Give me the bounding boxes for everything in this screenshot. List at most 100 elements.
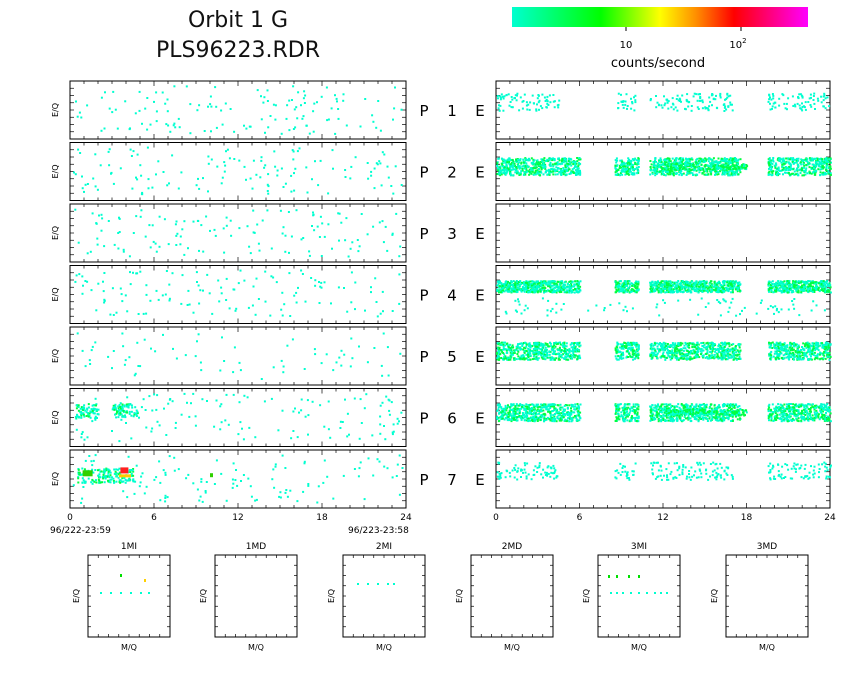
x-tick-right-12: 12 xyxy=(657,513,668,523)
mq-points-3MI xyxy=(608,575,668,594)
panel-p-label-3: P xyxy=(419,225,428,243)
panel-right-6 xyxy=(495,388,832,447)
mq-xlabel-1MI: M/Q xyxy=(121,643,137,652)
panel-left-7 xyxy=(69,449,407,509)
ylabel-left-1: E/Q xyxy=(51,103,60,117)
panel-left-6 xyxy=(69,388,407,447)
mq-ylabel-1MI: E/Q xyxy=(72,589,81,603)
mq-ylabel-2MI: E/Q xyxy=(327,589,336,603)
x-tick-right-24: 24 xyxy=(824,513,836,523)
x-tick-left-0: 0 xyxy=(67,513,73,523)
ylabel-left-5: E/Q xyxy=(51,349,60,363)
panel-num-2: 2 xyxy=(447,164,457,182)
mq-title-3MD: 3MD xyxy=(757,542,777,552)
panel-e-label-4: E xyxy=(475,287,484,305)
panel-right-5 xyxy=(495,326,832,386)
panel-left-3 xyxy=(69,203,407,263)
ylabel-left-2: E/Q xyxy=(51,164,60,178)
panel-e-label-6: E xyxy=(475,410,484,428)
right-scatter-5 xyxy=(496,341,832,361)
panel-e-label-2: E xyxy=(475,164,484,182)
panel-e-label-3: E xyxy=(475,225,484,243)
mq-ylabel-3MD: E/Q xyxy=(710,589,719,603)
colorbar-tick-label-100: 102 xyxy=(729,37,746,51)
panel-num-6: 6 xyxy=(447,410,457,428)
mq-panel-1MI: 1MI M/Q E/Q xyxy=(72,542,171,652)
panel-e-label-1: E xyxy=(475,102,484,120)
panel-right-4 xyxy=(495,265,832,324)
right-scatter-7 xyxy=(496,461,832,481)
mq-points-2MI xyxy=(357,583,395,585)
right-scatter-6 xyxy=(496,403,832,423)
mq-panel-3MD: 3MD M/Q E/Q xyxy=(710,542,809,652)
ylabel-left-7: E/Q xyxy=(51,472,60,486)
mq-panel-1MD: 1MD M/Q E/Q xyxy=(199,542,298,652)
panel-row-2: E/Q P 2 E xyxy=(51,142,832,201)
panel-num-4: 4 xyxy=(447,287,457,305)
title-line-2: PLS96223.RDR xyxy=(156,38,320,63)
panel-right-1 xyxy=(495,80,831,140)
left-scatter-4 xyxy=(74,269,401,318)
time-end-label: 96/223-23:58 xyxy=(348,526,409,536)
x-tick-left-24: 24 xyxy=(400,513,412,523)
panel-e-label-5: E xyxy=(475,348,484,366)
panel-right-3 xyxy=(495,203,831,263)
panel-num-3: 3 xyxy=(447,225,457,243)
mq-title-1MD: 1MD xyxy=(246,542,266,552)
panel-row-1: E/Q P 1 E xyxy=(51,80,831,140)
mq-ylabel-1MD: E/Q xyxy=(199,589,208,603)
mq-xlabel-2MD: M/Q xyxy=(504,643,520,652)
panel-row-7: E/Q P 7 E xyxy=(51,449,832,509)
left-scatter-7 xyxy=(72,454,404,504)
mq-panel-2MI: 2MI M/Q E/Q xyxy=(327,542,426,652)
mq-xlabel-3MI: M/Q xyxy=(631,643,647,652)
left-scatter-5 xyxy=(76,332,402,380)
panel-p-label-2: P xyxy=(419,164,428,182)
spectrogram-panels: E/Q P 1 EE/Q P 2 EE/Q P 3 EE/Q P 4 EE/Q P 5 EE/Q P 6 EE/Q P… xyxy=(50,80,836,536)
left-scatter-2 xyxy=(73,146,403,196)
ylabel-left-4: E/Q xyxy=(51,287,60,301)
ylabel-left-6: E/Q xyxy=(51,410,60,424)
panel-num-1: 1 xyxy=(447,102,457,120)
x-axis-labels: 0 0 6 6 12 12 18 18 24 24 96/222-23:59 96/223-23:58 xyxy=(50,513,836,536)
mq-title-2MD: 2MD xyxy=(502,542,522,552)
panel-e-label-7: E xyxy=(475,471,484,489)
title-line-1: Orbit 1 G xyxy=(187,8,289,33)
panel-left-5 xyxy=(69,326,407,386)
x-tick-left-6: 6 xyxy=(151,513,157,523)
panel-right-2 xyxy=(495,142,832,201)
left-scatter-3 xyxy=(74,208,402,258)
mq-panel-3MI: 3MI M/Q E/Q xyxy=(582,542,681,652)
panel-p-label-7: P xyxy=(419,471,428,489)
x-tick-right-18: 18 xyxy=(741,513,753,523)
x-tick-right-0: 0 xyxy=(493,513,499,523)
mq-xlabel-3MD: M/Q xyxy=(759,643,775,652)
right-scatter-4 xyxy=(496,280,832,317)
mq-xlabel-1MD: M/Q xyxy=(248,643,264,652)
left-scatter-1 xyxy=(75,85,403,135)
panel-row-4: E/Q P 4 E xyxy=(51,265,832,324)
mq-panels: 1MI M/Q E/Q 1MD M/Q E/Q 2MI M/Q E/Q 2MD M/Q E/Q 3MI M… xyxy=(72,542,809,652)
mq-points-1MI xyxy=(100,574,150,594)
colorbar xyxy=(512,7,808,27)
mq-title-3MI: 3MI xyxy=(631,542,647,552)
ylabel-left-3: E/Q xyxy=(51,226,60,240)
panel-p-label-1: P xyxy=(419,102,428,120)
mq-xlabel-2MI: M/Q xyxy=(376,643,392,652)
panel-right-7 xyxy=(495,449,832,509)
panel-num-7: 7 xyxy=(447,471,457,489)
panel-num-5: 5 xyxy=(447,348,457,366)
panel-p-label-4: P xyxy=(419,287,428,305)
panel-left-1 xyxy=(69,80,407,140)
right-scatter-2 xyxy=(496,157,832,177)
mq-title-1MI: 1MI xyxy=(121,542,137,552)
x-tick-left-18: 18 xyxy=(316,513,328,523)
time-start-label: 96/222-23:59 xyxy=(50,526,111,536)
panel-p-label-5: P xyxy=(419,348,428,366)
colorbar-tick-label-10: 10 xyxy=(620,40,633,51)
colorbar-label: counts/second xyxy=(611,56,705,71)
panel-row-6: E/Q P 6 E xyxy=(51,388,832,447)
mq-ylabel-2MD: E/Q xyxy=(455,589,464,603)
